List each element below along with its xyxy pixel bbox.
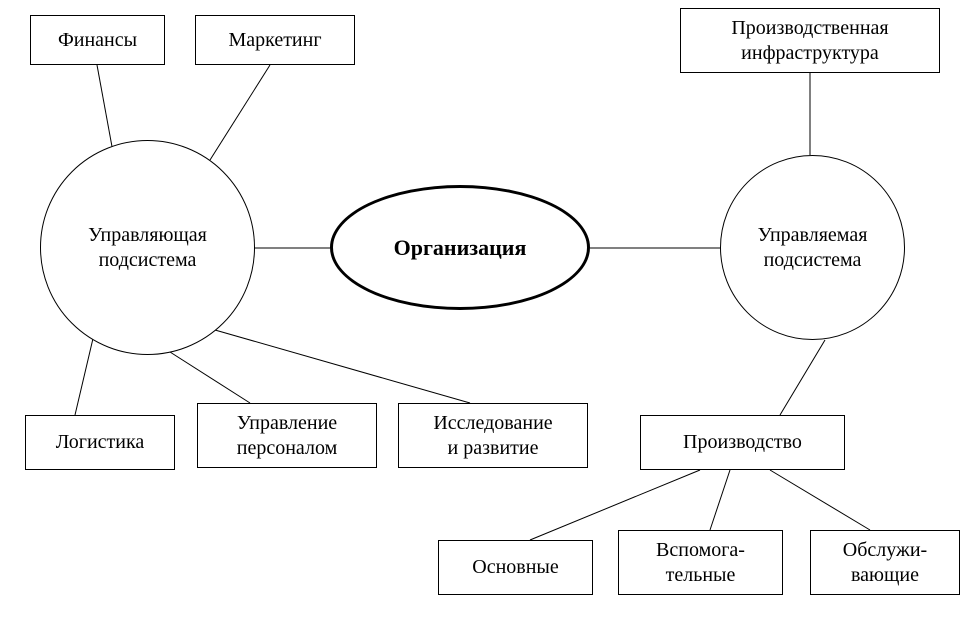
node-managed: Управляемаяподсистема — [720, 155, 905, 340]
edge — [710, 470, 730, 530]
node-label: Логистика — [56, 430, 145, 455]
node-main: Основные — [438, 540, 593, 595]
node-label: Основные — [472, 555, 558, 580]
node-label: Исследованиеи развитие — [433, 411, 552, 461]
node-label: Финансы — [58, 28, 137, 53]
node-label: Управляемаяподсистема — [758, 223, 868, 273]
node-prod-infra: Производственнаяинфраструктура — [680, 8, 940, 73]
edge — [770, 470, 870, 530]
node-managing: Управляющаяподсистема — [40, 140, 255, 355]
edge — [75, 330, 95, 415]
node-rnd: Исследованиеи развитие — [398, 403, 588, 468]
node-finance: Финансы — [30, 15, 165, 65]
node-organization: Организация — [330, 185, 590, 310]
node-label: Организация — [394, 234, 527, 262]
diagram-canvas: Финансы Маркетинг Производственнаяинфрас… — [0, 0, 972, 641]
node-label: Вспомога-тельные — [656, 538, 745, 588]
edge — [780, 340, 825, 415]
node-servicing: Обслужи-вающие — [810, 530, 960, 595]
edge — [170, 352, 250, 403]
node-label: Управлениеперсоналом — [237, 411, 337, 461]
node-marketing: Маркетинг — [195, 15, 355, 65]
node-auxiliary: Вспомога-тельные — [618, 530, 783, 595]
node-production: Производство — [640, 415, 845, 470]
node-label: Производственнаяинфраструктура — [731, 16, 888, 66]
edge — [210, 65, 270, 160]
node-label: Управляющаяподсистема — [88, 223, 207, 273]
edge — [215, 330, 470, 403]
node-hr: Управлениеперсоналом — [197, 403, 377, 468]
node-logistics: Логистика — [25, 415, 175, 470]
node-label: Обслужи-вающие — [843, 538, 927, 588]
node-label: Производство — [683, 430, 802, 455]
node-label: Маркетинг — [228, 28, 321, 53]
